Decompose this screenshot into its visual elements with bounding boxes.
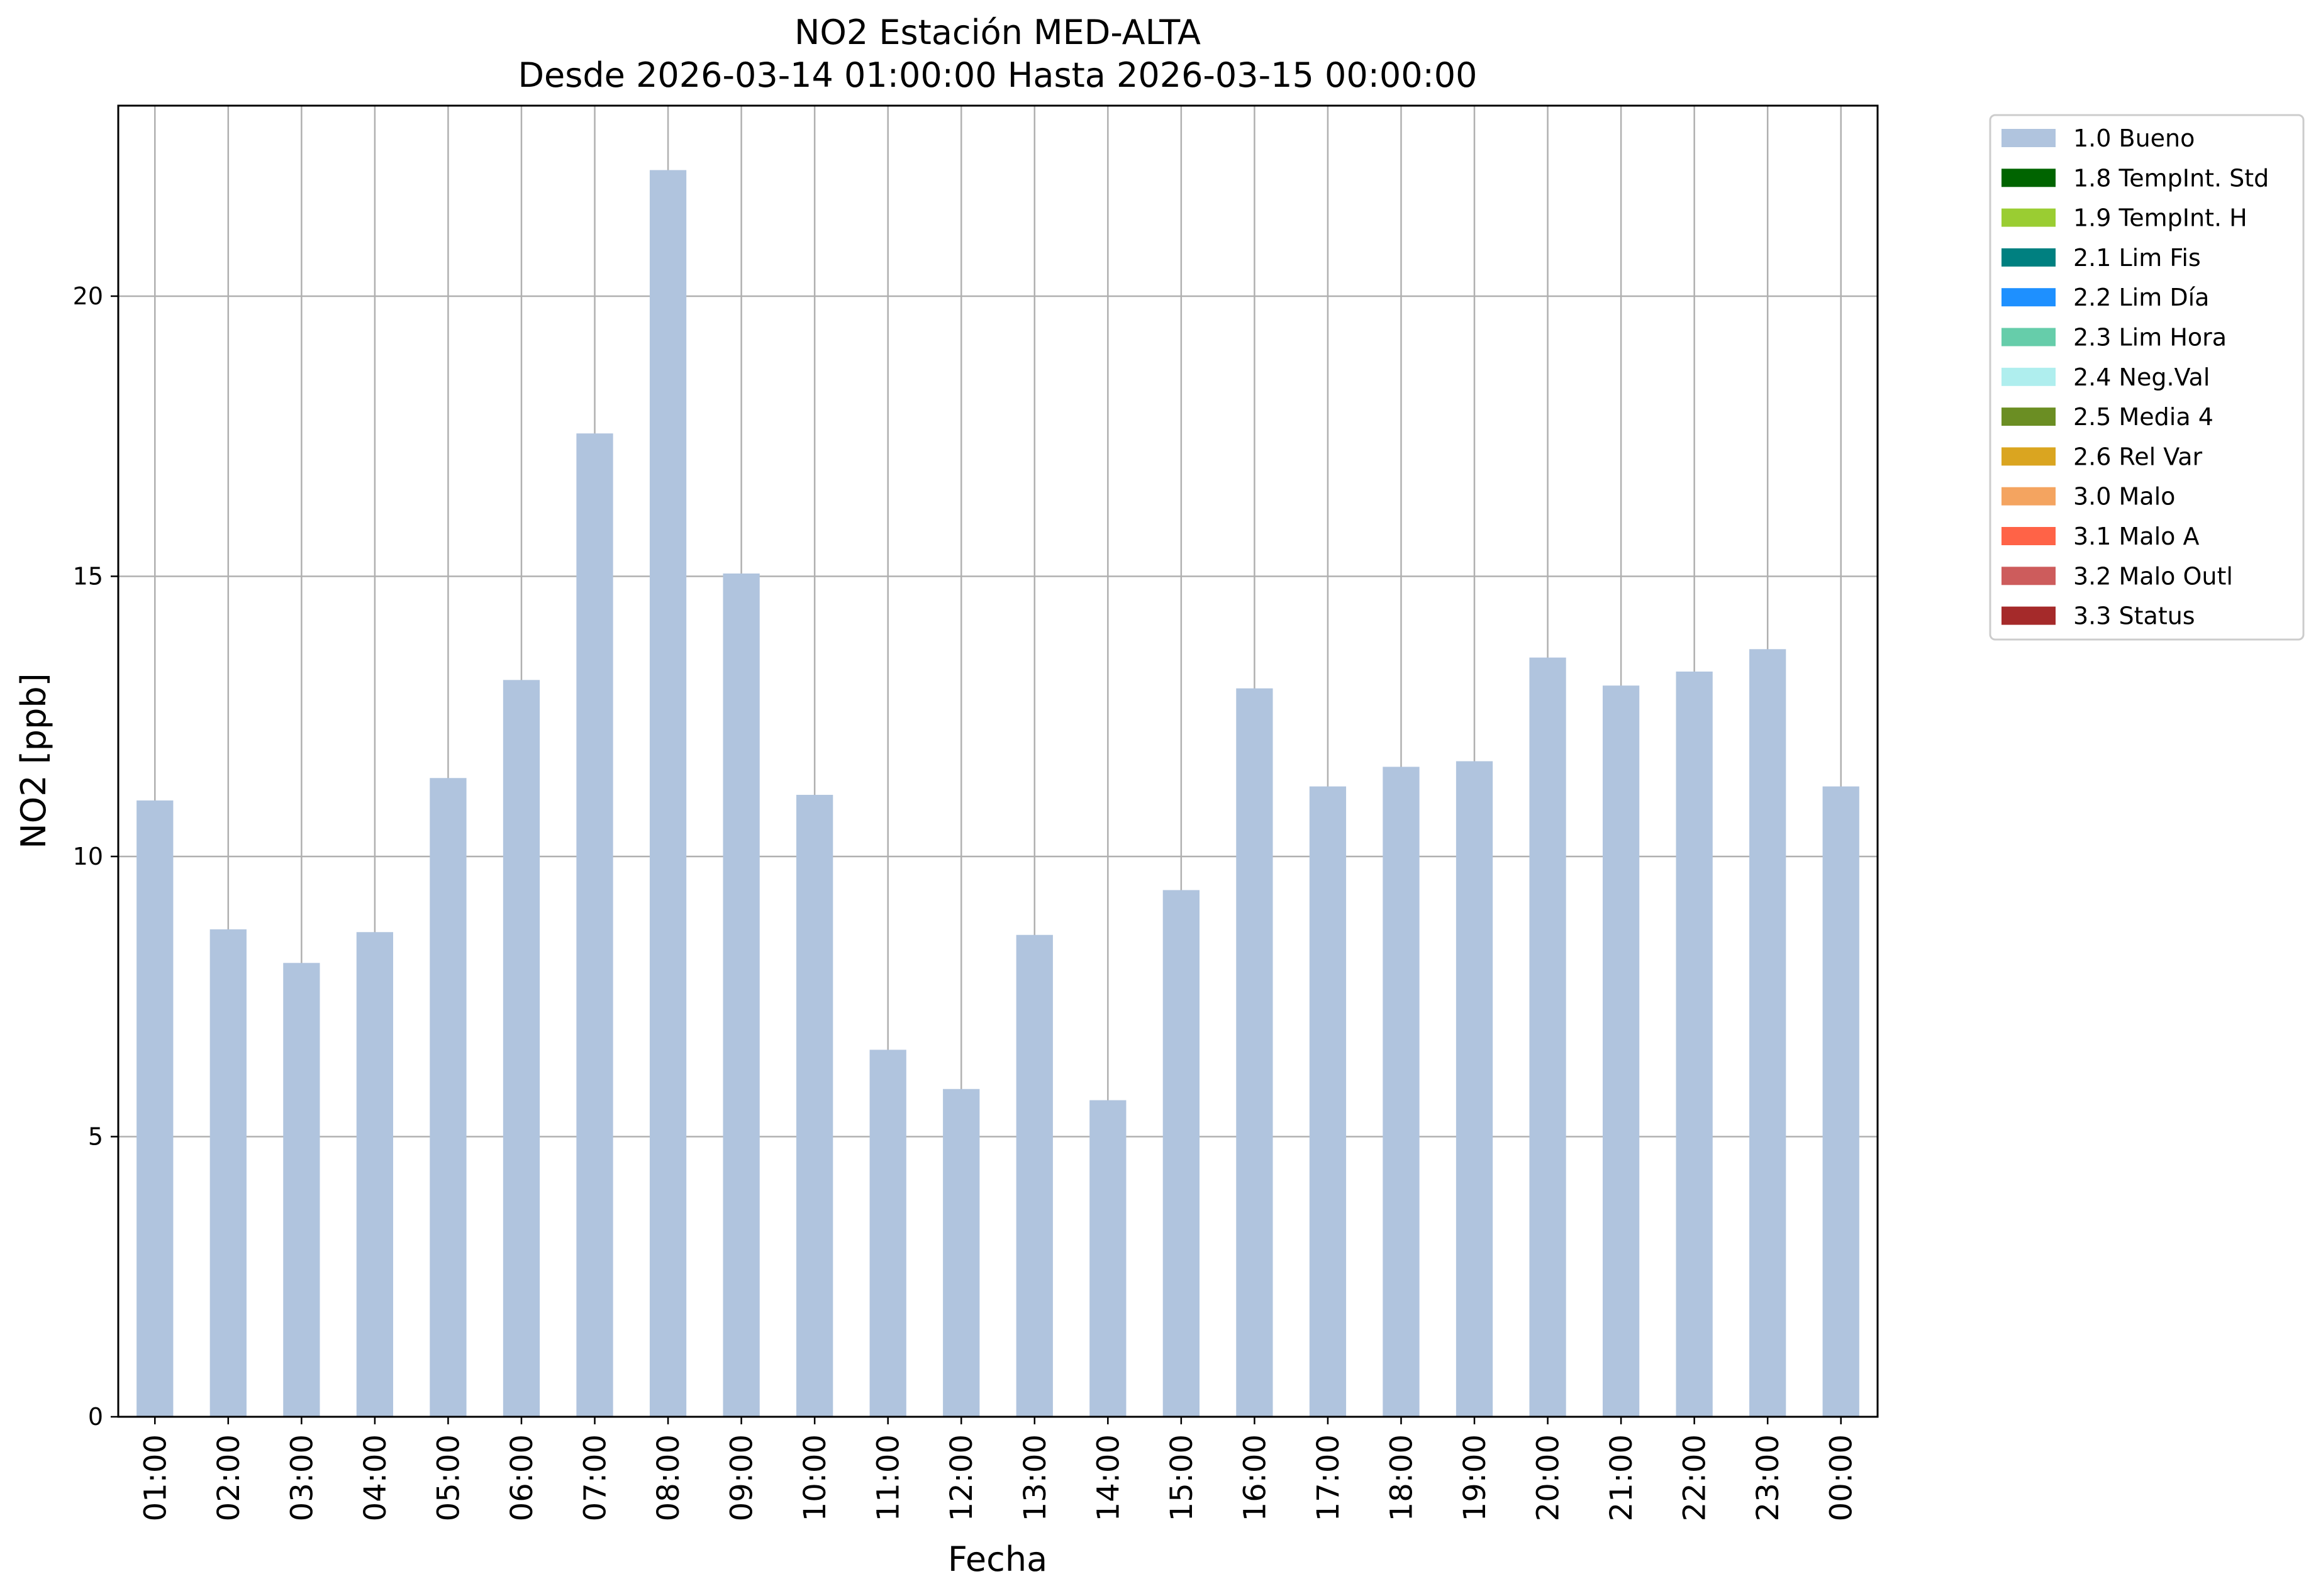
legend-frame <box>1989 114 2305 641</box>
y-tick-label: 20 <box>73 282 103 310</box>
y-tick-label: 15 <box>73 562 103 590</box>
legend-label: 3.3 Status <box>2073 602 2195 630</box>
x-tick-label: 00:00 <box>1824 1434 1859 1521</box>
x-tick-label: 08:00 <box>651 1434 686 1521</box>
y-tick-label: 10 <box>73 843 103 870</box>
legend-swatch <box>2001 606 2056 625</box>
y-axis: 0 5 10 15 20 <box>73 282 118 1431</box>
bar <box>209 929 247 1417</box>
x-tick-label: 12:00 <box>944 1434 979 1521</box>
bar <box>1749 649 1786 1417</box>
bar <box>723 574 760 1417</box>
x-tick-label: 11:00 <box>871 1434 906 1521</box>
bar <box>1016 934 1053 1417</box>
bar <box>1529 657 1566 1417</box>
x-tick-label: 09:00 <box>725 1434 760 1521</box>
legend-swatch <box>2001 527 2056 545</box>
legend-swatch <box>2001 407 2056 426</box>
bar <box>136 800 174 1417</box>
bar <box>1089 1100 1127 1417</box>
x-tick-label: 21:00 <box>1604 1434 1639 1521</box>
x-tick-label: 14:00 <box>1091 1434 1126 1521</box>
legend-label: 1.8 TempInt. Std <box>2073 164 2269 192</box>
bar <box>1822 786 1859 1417</box>
x-tick-label: 18:00 <box>1384 1434 1419 1521</box>
x-tick-label: 23:00 <box>1751 1434 1786 1521</box>
bar <box>1236 688 1273 1417</box>
x-tick-label: 20:00 <box>1531 1434 1566 1521</box>
legend-label: 2.2 Lim Día <box>2073 284 2209 311</box>
bar <box>1162 890 1200 1417</box>
legend-swatch <box>2001 487 2056 506</box>
legend-label: 2.3 Lim Hora <box>2073 324 2227 352</box>
legend-label: 2.1 Lim Fis <box>2073 244 2201 272</box>
legend-label: 1.9 TempInt. H <box>2073 204 2247 232</box>
bar <box>1676 671 1713 1417</box>
legend: 1.0 Bueno 1.8 TempInt. Std 1.9 TempInt. H 2… <box>1989 114 2305 641</box>
chart-title: NO2 Estación MED-ALTA <box>794 13 1201 52</box>
legend-swatch <box>2001 248 2056 267</box>
bar <box>649 170 687 1417</box>
bar <box>356 932 394 1417</box>
bar <box>430 778 467 1417</box>
x-tick-label: 16:00 <box>1237 1434 1272 1521</box>
plot-frame <box>117 104 1879 1418</box>
legend-swatch <box>2001 367 2056 386</box>
bar <box>1456 761 1493 1417</box>
x-tick-label: 17:00 <box>1311 1434 1346 1521</box>
x-tick-label: 13:00 <box>1018 1434 1053 1521</box>
bar <box>1309 786 1347 1417</box>
x-tick-label: 04:00 <box>358 1434 393 1521</box>
bar <box>1383 767 1420 1417</box>
legend-swatch <box>2001 328 2056 346</box>
x-tick-label: 07:00 <box>578 1434 613 1521</box>
legend-label: 3.0 Malo <box>2073 483 2175 511</box>
legend-label: 3.1 Malo A <box>2073 523 2199 550</box>
legend-swatch <box>2001 447 2056 466</box>
legend-label: 2.5 Media 4 <box>2073 403 2213 431</box>
legend-label: 2.6 Rel Var <box>2073 443 2203 470</box>
x-tick-label: 15:00 <box>1164 1434 1200 1521</box>
bar <box>943 1089 980 1417</box>
x-axis-label: Fecha <box>948 1539 1047 1579</box>
y-tick-label: 5 <box>88 1122 103 1150</box>
x-tick-label: 22:00 <box>1678 1434 1713 1521</box>
legend-swatch <box>2001 288 2056 307</box>
bar <box>576 433 613 1417</box>
bar <box>869 1050 906 1417</box>
chart-subtitle: Desde 2026-03-14 01:00:00 Hasta 2026-03-… <box>518 55 1477 95</box>
x-tick-label: 01:00 <box>138 1434 173 1521</box>
bar <box>503 680 540 1417</box>
legend-label: 3.2 Malo Outl <box>2073 562 2233 590</box>
y-axis-label: NO2 [ppb] <box>14 673 53 848</box>
bar <box>283 963 320 1417</box>
x-tick-label: 06:00 <box>504 1434 540 1521</box>
bars-layer <box>136 170 1859 1417</box>
legend-label: 1.0 Bueno <box>2073 125 2195 152</box>
legend-swatch <box>2001 208 2056 227</box>
bar <box>1602 685 1640 1417</box>
legend-label: 2.4 Neg.Val <box>2073 363 2210 391</box>
x-axis: 01:00 02:00 03:00 04:00 05:00 06:00 07:00 08:00… <box>138 1417 1859 1521</box>
y-tick-label: 0 <box>88 1403 103 1431</box>
x-tick-label: 03:00 <box>284 1434 320 1521</box>
legend-swatch <box>2001 129 2056 147</box>
bar <box>796 794 833 1417</box>
x-tick-label: 10:00 <box>798 1434 833 1521</box>
x-tick-label: 02:00 <box>211 1434 247 1521</box>
legend-swatch <box>2001 567 2056 585</box>
x-tick-label: 05:00 <box>431 1434 466 1521</box>
legend-swatch <box>2001 169 2056 187</box>
x-tick-label: 19:00 <box>1457 1434 1493 1521</box>
